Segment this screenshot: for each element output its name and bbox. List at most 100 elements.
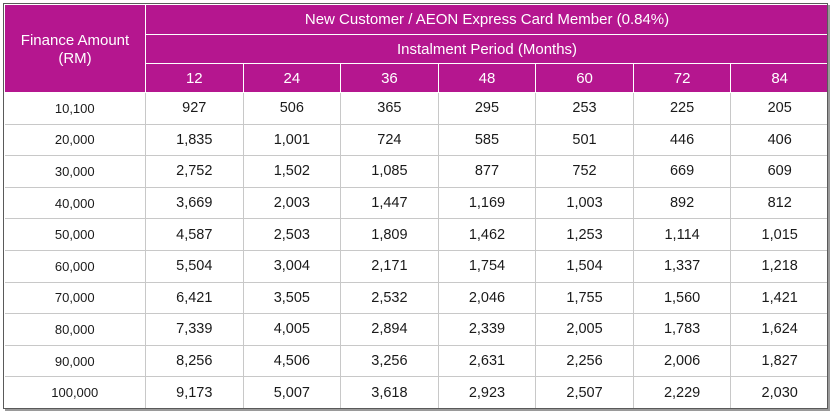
instalment-value-cell: 2,631: [437, 344, 537, 378]
instalment-value-cell: 205: [730, 92, 827, 125]
instalment-value-cell: 3,669: [145, 186, 244, 220]
instalment-value-cell: 2,923: [437, 376, 537, 408]
finance-amount-cell: 100,000: [4, 376, 146, 408]
period-header-cell: 12: [145, 63, 244, 93]
instalment-value-cell: 1,755: [535, 281, 634, 315]
instalment-value-cell: 2,030: [730, 376, 827, 408]
table-row: 60,000 5,504 3,004 2,171 1,754 1,504 1,337 1,21…: [4, 249, 827, 283]
table-row: 40,000 3,669 2,003 1,447 1,169 1,003 892 812: [4, 186, 827, 220]
instalment-value-cell: 1,560: [632, 281, 732, 315]
instalment-value-cell: 3,004: [242, 249, 342, 283]
instalment-value-cell: 1,462: [437, 218, 537, 251]
instalment-value-cell: 446: [632, 123, 732, 157]
instalment-value-cell: 1,809: [340, 218, 439, 251]
instalment-value-cell: 4,587: [145, 218, 244, 251]
instalment-value-cell: 7,339: [145, 313, 244, 346]
instalment-table: Finance Amount (RM) New Customer / AEON …: [4, 4, 827, 408]
instalment-value-cell: 1,085: [340, 155, 439, 188]
instalment-value-cell: 1,001: [242, 123, 342, 157]
instalment-value-cell: 4,506: [242, 344, 342, 378]
instalment-value-cell: 4,005: [242, 313, 342, 346]
period-header-cell: 72: [632, 63, 732, 93]
instalment-value-cell: 2,046: [437, 281, 537, 315]
instalment-value-cell: 3,618: [340, 376, 439, 408]
finance-amount-label: Finance Amount: [20, 31, 130, 49]
instalment-value-cell: 5,504: [145, 249, 244, 283]
table-row: 80,000 7,339 4,005 2,894 2,339 2,005 1,783 1,62…: [4, 313, 827, 346]
instalment-value-cell: 1,253: [535, 218, 634, 251]
instalment-value-cell: 9,173: [145, 376, 244, 408]
instalment-value-cell: 1,624: [730, 313, 827, 346]
finance-amount-cell: 60,000: [4, 249, 146, 283]
table-header: Finance Amount (RM) New Customer / AEON …: [4, 4, 827, 93]
instalment-value-cell: 1,783: [632, 313, 732, 346]
instalment-value-cell: 1,835: [145, 123, 244, 157]
instalment-value-cell: 2,507: [535, 376, 634, 408]
instalment-table-frame: Finance Amount (RM) New Customer / AEON …: [3, 3, 828, 409]
finance-amount-cell: 90,000: [4, 344, 146, 378]
instalment-value-cell: 2,003: [242, 186, 342, 220]
instalment-value-cell: 295: [437, 92, 537, 125]
instalment-value-cell: 2,752: [145, 155, 244, 188]
instalment-value-cell: 1,337: [632, 249, 732, 283]
instalment-value-cell: 5,007: [242, 376, 342, 408]
instalment-value-cell: 1,502: [242, 155, 342, 188]
instalment-value-cell: 2,894: [340, 313, 439, 346]
instalment-value-cell: 609: [730, 155, 827, 188]
instalment-value-cell: 6,421: [145, 281, 244, 315]
instalment-value-cell: 1,421: [730, 281, 827, 315]
instalment-value-cell: 892: [632, 186, 732, 220]
finance-amount-cell: 20,000: [4, 123, 146, 157]
finance-amount-cell: 10,100: [4, 92, 146, 125]
table-row: 30,000 2,752 1,502 1,085 877 752 669 609: [4, 155, 827, 188]
instalment-value-cell: 877: [437, 155, 537, 188]
period-header-cell: 84: [730, 63, 827, 93]
instalment-value-cell: 2,256: [535, 344, 634, 378]
table-row: 100,000 9,173 5,007 3,618 2,923 2,507 2,229 2,0…: [4, 376, 827, 408]
instalment-value-cell: 2,229: [632, 376, 732, 408]
instalment-value-cell: 927: [145, 92, 244, 125]
instalment-value-cell: 1,754: [437, 249, 537, 283]
finance-amount-cell: 80,000: [4, 313, 146, 346]
table-row: 70,000 6,421 3,505 2,532 2,046 1,755 1,560 1,42…: [4, 281, 827, 315]
instalment-value-cell: 1,447: [340, 186, 439, 220]
instalment-value-cell: 2,006: [632, 344, 732, 378]
instalment-value-cell: 1,169: [437, 186, 537, 220]
period-header-cell: 48: [437, 63, 537, 93]
finance-amount-cell: 40,000: [4, 186, 146, 220]
instalment-value-cell: 2,171: [340, 249, 439, 283]
period-header-cell: 36: [340, 63, 439, 93]
table-row: 10,100 927 506 365 295 253 225 205: [4, 92, 827, 125]
finance-amount-unit: (RM): [58, 49, 92, 67]
instalment-value-cell: 1,504: [535, 249, 634, 283]
table-row: 90,000 8,256 4,506 3,256 2,631 2,256 2,006 1,82…: [4, 344, 827, 378]
instalment-value-cell: 812: [730, 186, 827, 220]
instalment-value-cell: 2,503: [242, 218, 342, 251]
instalment-value-cell: 3,505: [242, 281, 342, 315]
instalment-value-cell: 3,256: [340, 344, 439, 378]
instalment-value-cell: 669: [632, 155, 732, 188]
instalment-value-cell: 1,003: [535, 186, 634, 220]
instalment-value-cell: 752: [535, 155, 634, 188]
table-row: 20,000 1,835 1,001 724 585 501 446 406: [4, 123, 827, 157]
instalment-value-cell: 1,218: [730, 249, 827, 283]
instalment-value-cell: 365: [340, 92, 439, 125]
instalment-value-cell: 1,827: [730, 344, 827, 378]
instalment-value-cell: 1,015: [730, 218, 827, 251]
instalment-value-cell: 8,256: [145, 344, 244, 378]
table-row: 50,000 4,587 2,503 1,809 1,462 1,253 1,114 1,01…: [4, 218, 827, 251]
finance-amount-cell: 30,000: [4, 155, 146, 188]
instalment-value-cell: 724: [340, 123, 439, 157]
instalment-value-cell: 253: [535, 92, 634, 125]
instalment-value-cell: 2,005: [535, 313, 634, 346]
finance-amount-header: Finance Amount (RM): [4, 4, 146, 93]
period-header-row: 12 24 36 48 60 72 84: [5, 63, 827, 93]
instalment-value-cell: 225: [632, 92, 732, 125]
instalment-period-header: Instalment Period (Months): [144, 34, 827, 64]
instalment-value-cell: 2,532: [340, 281, 439, 315]
instalment-value-cell: 1,114: [632, 218, 732, 251]
instalment-value-cell: 406: [730, 123, 827, 157]
instalment-value-cell: 501: [535, 123, 634, 157]
finance-amount-cell: 70,000: [4, 281, 146, 315]
instalment-value-cell: 2,339: [437, 313, 537, 346]
